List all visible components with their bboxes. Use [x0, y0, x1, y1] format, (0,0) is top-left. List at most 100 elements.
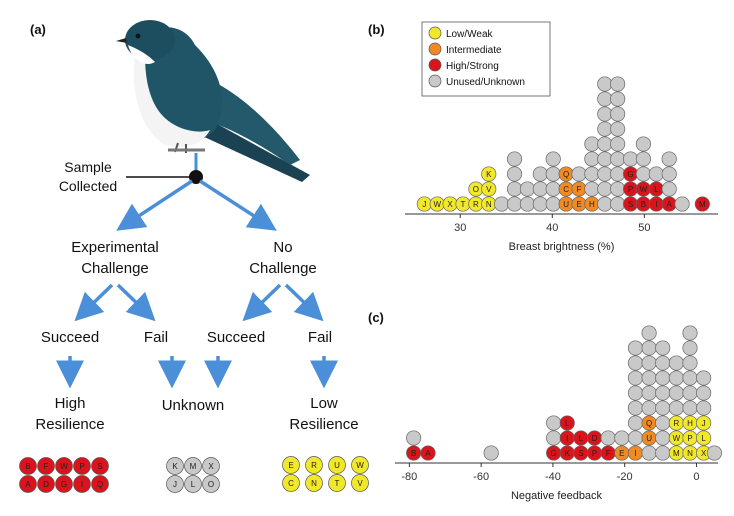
- data-point-unused: [635, 151, 651, 167]
- x-tick-label: -40: [545, 471, 561, 483]
- data-point-unused: [655, 340, 671, 356]
- data-point-unused: [682, 370, 698, 386]
- data-point-label: P: [592, 449, 597, 458]
- sample-label-line2: Collected: [59, 178, 117, 194]
- data-point-unused: [627, 430, 644, 446]
- data-point-unused: [597, 181, 613, 197]
- sample-node: [189, 170, 203, 184]
- data-point-unused: [584, 181, 600, 197]
- data-point-label: H: [589, 200, 595, 209]
- data-point-unused: [597, 136, 613, 152]
- panel-b-label: (b): [368, 22, 385, 37]
- low-resilience-bird-dot-label: E: [288, 461, 293, 470]
- high-resilience-bird-dot: [37, 475, 55, 493]
- data-point-unused: [627, 340, 644, 356]
- data-point-high: [420, 445, 436, 461]
- sample-label-line1: Sample: [64, 159, 112, 175]
- high-resilience-bird-dot: [19, 475, 37, 493]
- data-point-label: L: [701, 434, 706, 443]
- data-point-unused: [545, 166, 561, 182]
- data-point-high: [694, 196, 710, 212]
- data-point-unused: [610, 151, 626, 167]
- data-point-unused: [682, 340, 698, 356]
- legend-swatch-unused: [428, 74, 442, 88]
- data-point-unused: [635, 166, 651, 182]
- data-point-unused: [519, 181, 535, 197]
- x-tick-label: -80: [401, 471, 417, 483]
- data-point-label: G: [551, 449, 557, 458]
- legend-label-unused: Unused/Unknown: [446, 77, 525, 88]
- data-point-unused: [597, 121, 613, 137]
- data-point-label: B: [411, 449, 416, 458]
- data-point-label: L: [579, 434, 584, 443]
- x-tick-label: -20: [617, 471, 633, 483]
- data-point-unused: [610, 121, 626, 137]
- high-resilience-bird-dot-label: W: [60, 462, 68, 471]
- data-point-unused: [682, 385, 698, 401]
- data-point-label: M: [699, 200, 706, 209]
- arrow-to-succeed-right: [242, 283, 282, 322]
- data-point-unused: [641, 445, 657, 461]
- high-resilience-bird-dot-label: F: [44, 462, 49, 471]
- data-point-label: H: [687, 419, 693, 428]
- fail-right-label: Fail: [308, 329, 332, 346]
- low-resilience-bird-dot-label: W: [356, 461, 364, 470]
- data-point-label: E: [619, 449, 624, 458]
- data-point-unused: [635, 136, 651, 152]
- high-resilience-bird-dot: [55, 457, 73, 475]
- unknown-bird-dot-label: X: [208, 462, 214, 471]
- data-point-label: P: [687, 434, 692, 443]
- data-point-unused: [519, 196, 535, 212]
- data-point-unused: [600, 430, 616, 446]
- low-resilience-bird-dot: [305, 456, 323, 474]
- unknown-bird-dot-label: L: [191, 480, 196, 489]
- x-axis-title: Breast brightness (%): [509, 241, 615, 253]
- high-resilience-line1: High: [55, 395, 86, 412]
- data-point-unused: [696, 385, 712, 401]
- data-point-label: G: [627, 170, 633, 179]
- data-point-unused: [641, 385, 657, 401]
- unknown-bird-dot-label: O: [208, 480, 214, 489]
- data-point-unused: [545, 196, 561, 212]
- data-point-label: S: [628, 200, 633, 209]
- legend: Low/Weak Intermediate High/Strong Unused/Un…: [421, 21, 551, 97]
- data-point-label: W: [433, 200, 441, 209]
- data-point-unused: [545, 181, 561, 197]
- tree-swallow-illustration: [116, 20, 310, 182]
- data-point-unused: [627, 370, 644, 386]
- low-resilience-bird-dot: [282, 456, 300, 474]
- data-point-unused: [597, 106, 613, 122]
- data-point-unused: [641, 325, 657, 341]
- data-point-high: [559, 415, 575, 431]
- panel-b: (b) Low/Weak Intermediate High/Strong Unuse…: [368, 21, 718, 253]
- low-resilience-bird-dot-label: N: [311, 479, 317, 488]
- data-point-label: W: [640, 185, 648, 194]
- data-point-unused: [610, 166, 626, 182]
- arrow-to-succeed-left: [74, 283, 114, 322]
- data-point-unused: [682, 355, 698, 371]
- data-point-unused: [696, 400, 712, 416]
- high-resilience-bird-dot-label: B: [25, 462, 30, 471]
- data-point-unused: [641, 370, 657, 386]
- data-point-label: I: [566, 434, 568, 443]
- data-point-unused: [668, 400, 684, 416]
- x-tick-label: -60: [473, 471, 489, 483]
- data-point-label: K: [565, 449, 571, 458]
- data-point-unused: [668, 355, 684, 371]
- arrow-to-fail-left: [116, 283, 156, 322]
- data-point-unused: [661, 181, 677, 197]
- data-point-unused: [610, 76, 626, 92]
- data-point-unused: [610, 196, 626, 212]
- data-point-unused: [584, 136, 600, 152]
- data-point-label: Q: [646, 419, 652, 428]
- low-resilience-line2: Resilience: [289, 416, 358, 433]
- data-point-label: I: [634, 449, 636, 458]
- data-point-unused: [506, 181, 523, 197]
- legend-label-high: High/Strong: [446, 61, 499, 72]
- no-challenge-line2: Challenge: [249, 260, 317, 277]
- data-point-label: S: [578, 449, 583, 458]
- data-point-unused: [506, 151, 523, 167]
- data-point-unused: [627, 385, 644, 401]
- data-point-unused: [655, 415, 671, 431]
- data-point-label: M: [673, 449, 680, 458]
